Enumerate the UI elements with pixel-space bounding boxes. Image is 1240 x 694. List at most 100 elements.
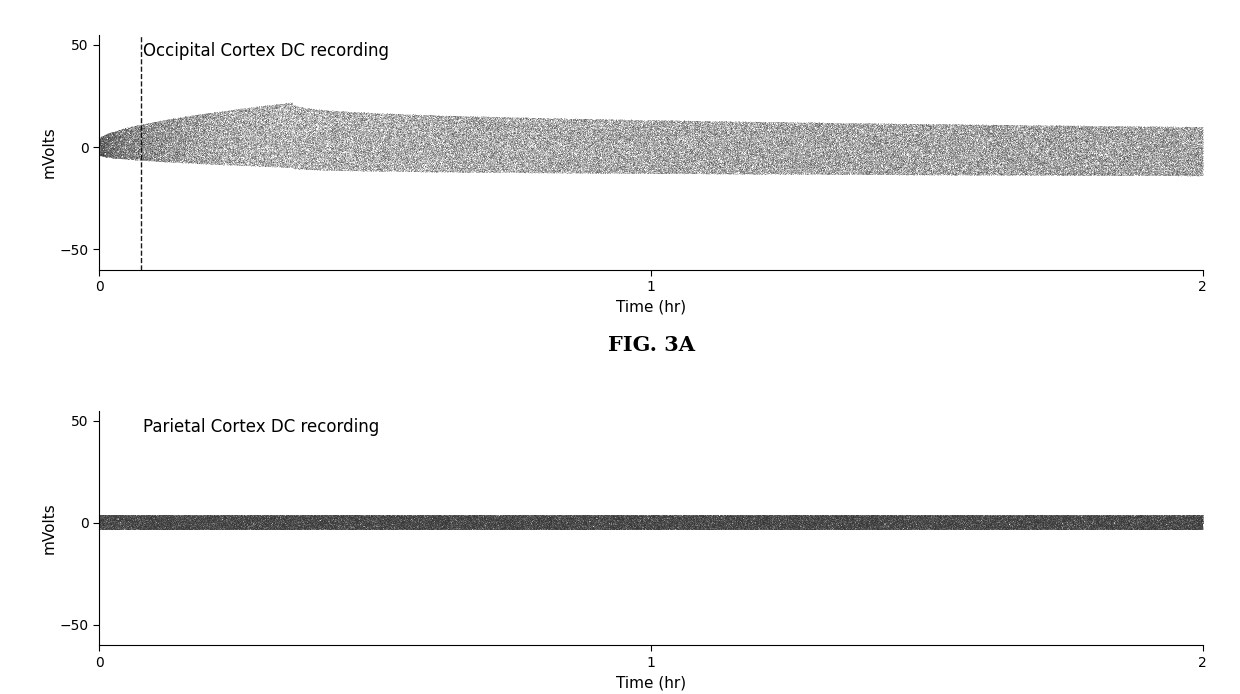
Point [258, 518, 278, 530]
Point [497, 513, 517, 524]
Point [649, 150, 668, 161]
Point [356, 133, 376, 144]
Point [776, 522, 796, 533]
Point [838, 133, 858, 144]
Point [392, 518, 412, 529]
Point [677, 126, 697, 137]
Point [170, 510, 190, 521]
Point [370, 516, 389, 527]
Point [381, 136, 401, 147]
Point [1189, 124, 1209, 135]
Point [825, 154, 844, 165]
Point [1121, 151, 1141, 162]
Point [197, 523, 217, 534]
Point [136, 153, 156, 164]
Point [129, 523, 149, 534]
Point [634, 510, 653, 521]
Point [880, 510, 900, 521]
Point [791, 523, 811, 534]
Point [418, 514, 438, 525]
Point [1066, 153, 1086, 164]
Point [849, 523, 869, 534]
Point [870, 133, 890, 144]
Point [1145, 514, 1164, 525]
Point [430, 130, 450, 142]
Point [556, 519, 575, 530]
Point [808, 124, 828, 135]
Point [299, 113, 319, 124]
Point [868, 518, 888, 530]
Point [1003, 509, 1023, 520]
Point [692, 513, 712, 524]
Point [149, 121, 169, 133]
Point [832, 520, 852, 531]
Point [810, 511, 830, 522]
Point [1143, 516, 1163, 527]
Point [548, 166, 568, 177]
Point [980, 521, 999, 532]
Point [1159, 155, 1179, 167]
Point [1120, 135, 1140, 146]
Point [482, 517, 502, 528]
Point [267, 156, 286, 167]
Point [749, 158, 769, 169]
Point [533, 114, 553, 125]
Point [1042, 523, 1061, 534]
Point [584, 125, 604, 136]
Point [1008, 124, 1028, 135]
Point [682, 129, 702, 140]
Point [856, 152, 875, 163]
Point [340, 106, 360, 117]
Point [408, 516, 428, 527]
Point [574, 131, 594, 142]
Point [213, 520, 233, 531]
Point [489, 521, 508, 532]
Point [534, 139, 554, 150]
Point [724, 164, 744, 176]
Point [1094, 125, 1114, 136]
Point [315, 122, 335, 133]
Point [403, 151, 423, 162]
Point [429, 131, 449, 142]
Point [162, 142, 182, 153]
Point [458, 520, 477, 531]
Point [226, 515, 246, 526]
Point [1143, 520, 1163, 532]
Point [1171, 154, 1190, 165]
Point [877, 518, 897, 530]
Point [672, 516, 692, 527]
Point [729, 137, 749, 148]
Point [291, 126, 311, 137]
Point [842, 516, 862, 527]
Point [1182, 128, 1202, 139]
Point [1188, 133, 1208, 144]
Point [749, 125, 769, 136]
Point [262, 523, 281, 534]
Point [362, 523, 382, 534]
Point [1075, 126, 1095, 137]
Point [221, 127, 241, 138]
Point [213, 512, 233, 523]
Point [919, 123, 939, 134]
Point [179, 137, 198, 149]
Point [830, 516, 849, 527]
Point [869, 523, 889, 534]
Point [417, 511, 436, 523]
Point [708, 132, 728, 143]
Point [1127, 158, 1147, 169]
Point [337, 514, 357, 525]
Point [175, 152, 195, 163]
Point [940, 512, 960, 523]
Point [453, 510, 472, 521]
Point [704, 149, 724, 160]
Point [126, 518, 146, 530]
Point [264, 511, 284, 522]
Point [1142, 514, 1162, 525]
Point [267, 521, 286, 532]
Point [294, 112, 314, 124]
Point [273, 513, 293, 524]
Point [537, 158, 557, 169]
Point [505, 135, 525, 146]
Point [1167, 169, 1187, 180]
Point [268, 512, 288, 523]
